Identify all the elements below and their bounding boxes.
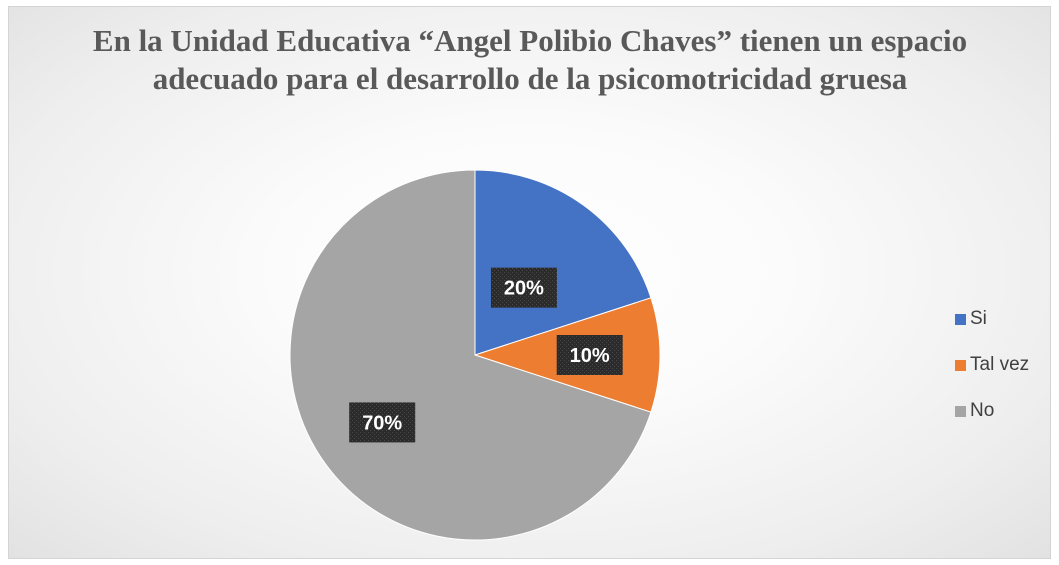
chart-title: En la Unidad Educativa “Angel Polibio Ch… xyxy=(92,23,968,96)
pie-slice-no xyxy=(289,169,652,541)
legend-swatch-tal-vez xyxy=(955,359,966,371)
data-label-text-si: 20% xyxy=(504,278,544,300)
data-label-no: 70% xyxy=(349,402,416,443)
legend-label-tal-vez: Tal vez xyxy=(970,354,1030,375)
legend-item-tal-vez: Tal vez xyxy=(955,342,1029,388)
legend-item-no: No xyxy=(955,388,1029,434)
pie-slice-si xyxy=(474,169,652,356)
legend-label-si: Si xyxy=(970,308,987,329)
data-label-text-tal-vez: 10% xyxy=(570,345,610,367)
data-label-box-si xyxy=(490,267,557,308)
legend-item-si: Si xyxy=(955,296,1029,342)
data-label-box-tal-vez xyxy=(556,335,623,375)
data-label-box-no xyxy=(349,402,416,443)
legend-label-no: No xyxy=(970,400,995,421)
legend-swatch-no xyxy=(955,405,966,417)
data-label-tal-vez: 10% xyxy=(556,335,623,375)
data-label-text-no: 70% xyxy=(362,412,402,434)
data-label-si: 20% xyxy=(490,267,557,308)
pie-data-labels: 20% 10% 70% xyxy=(349,267,623,443)
legend: Si Tal vez No xyxy=(955,296,1029,434)
legend-swatch-si xyxy=(955,313,966,325)
